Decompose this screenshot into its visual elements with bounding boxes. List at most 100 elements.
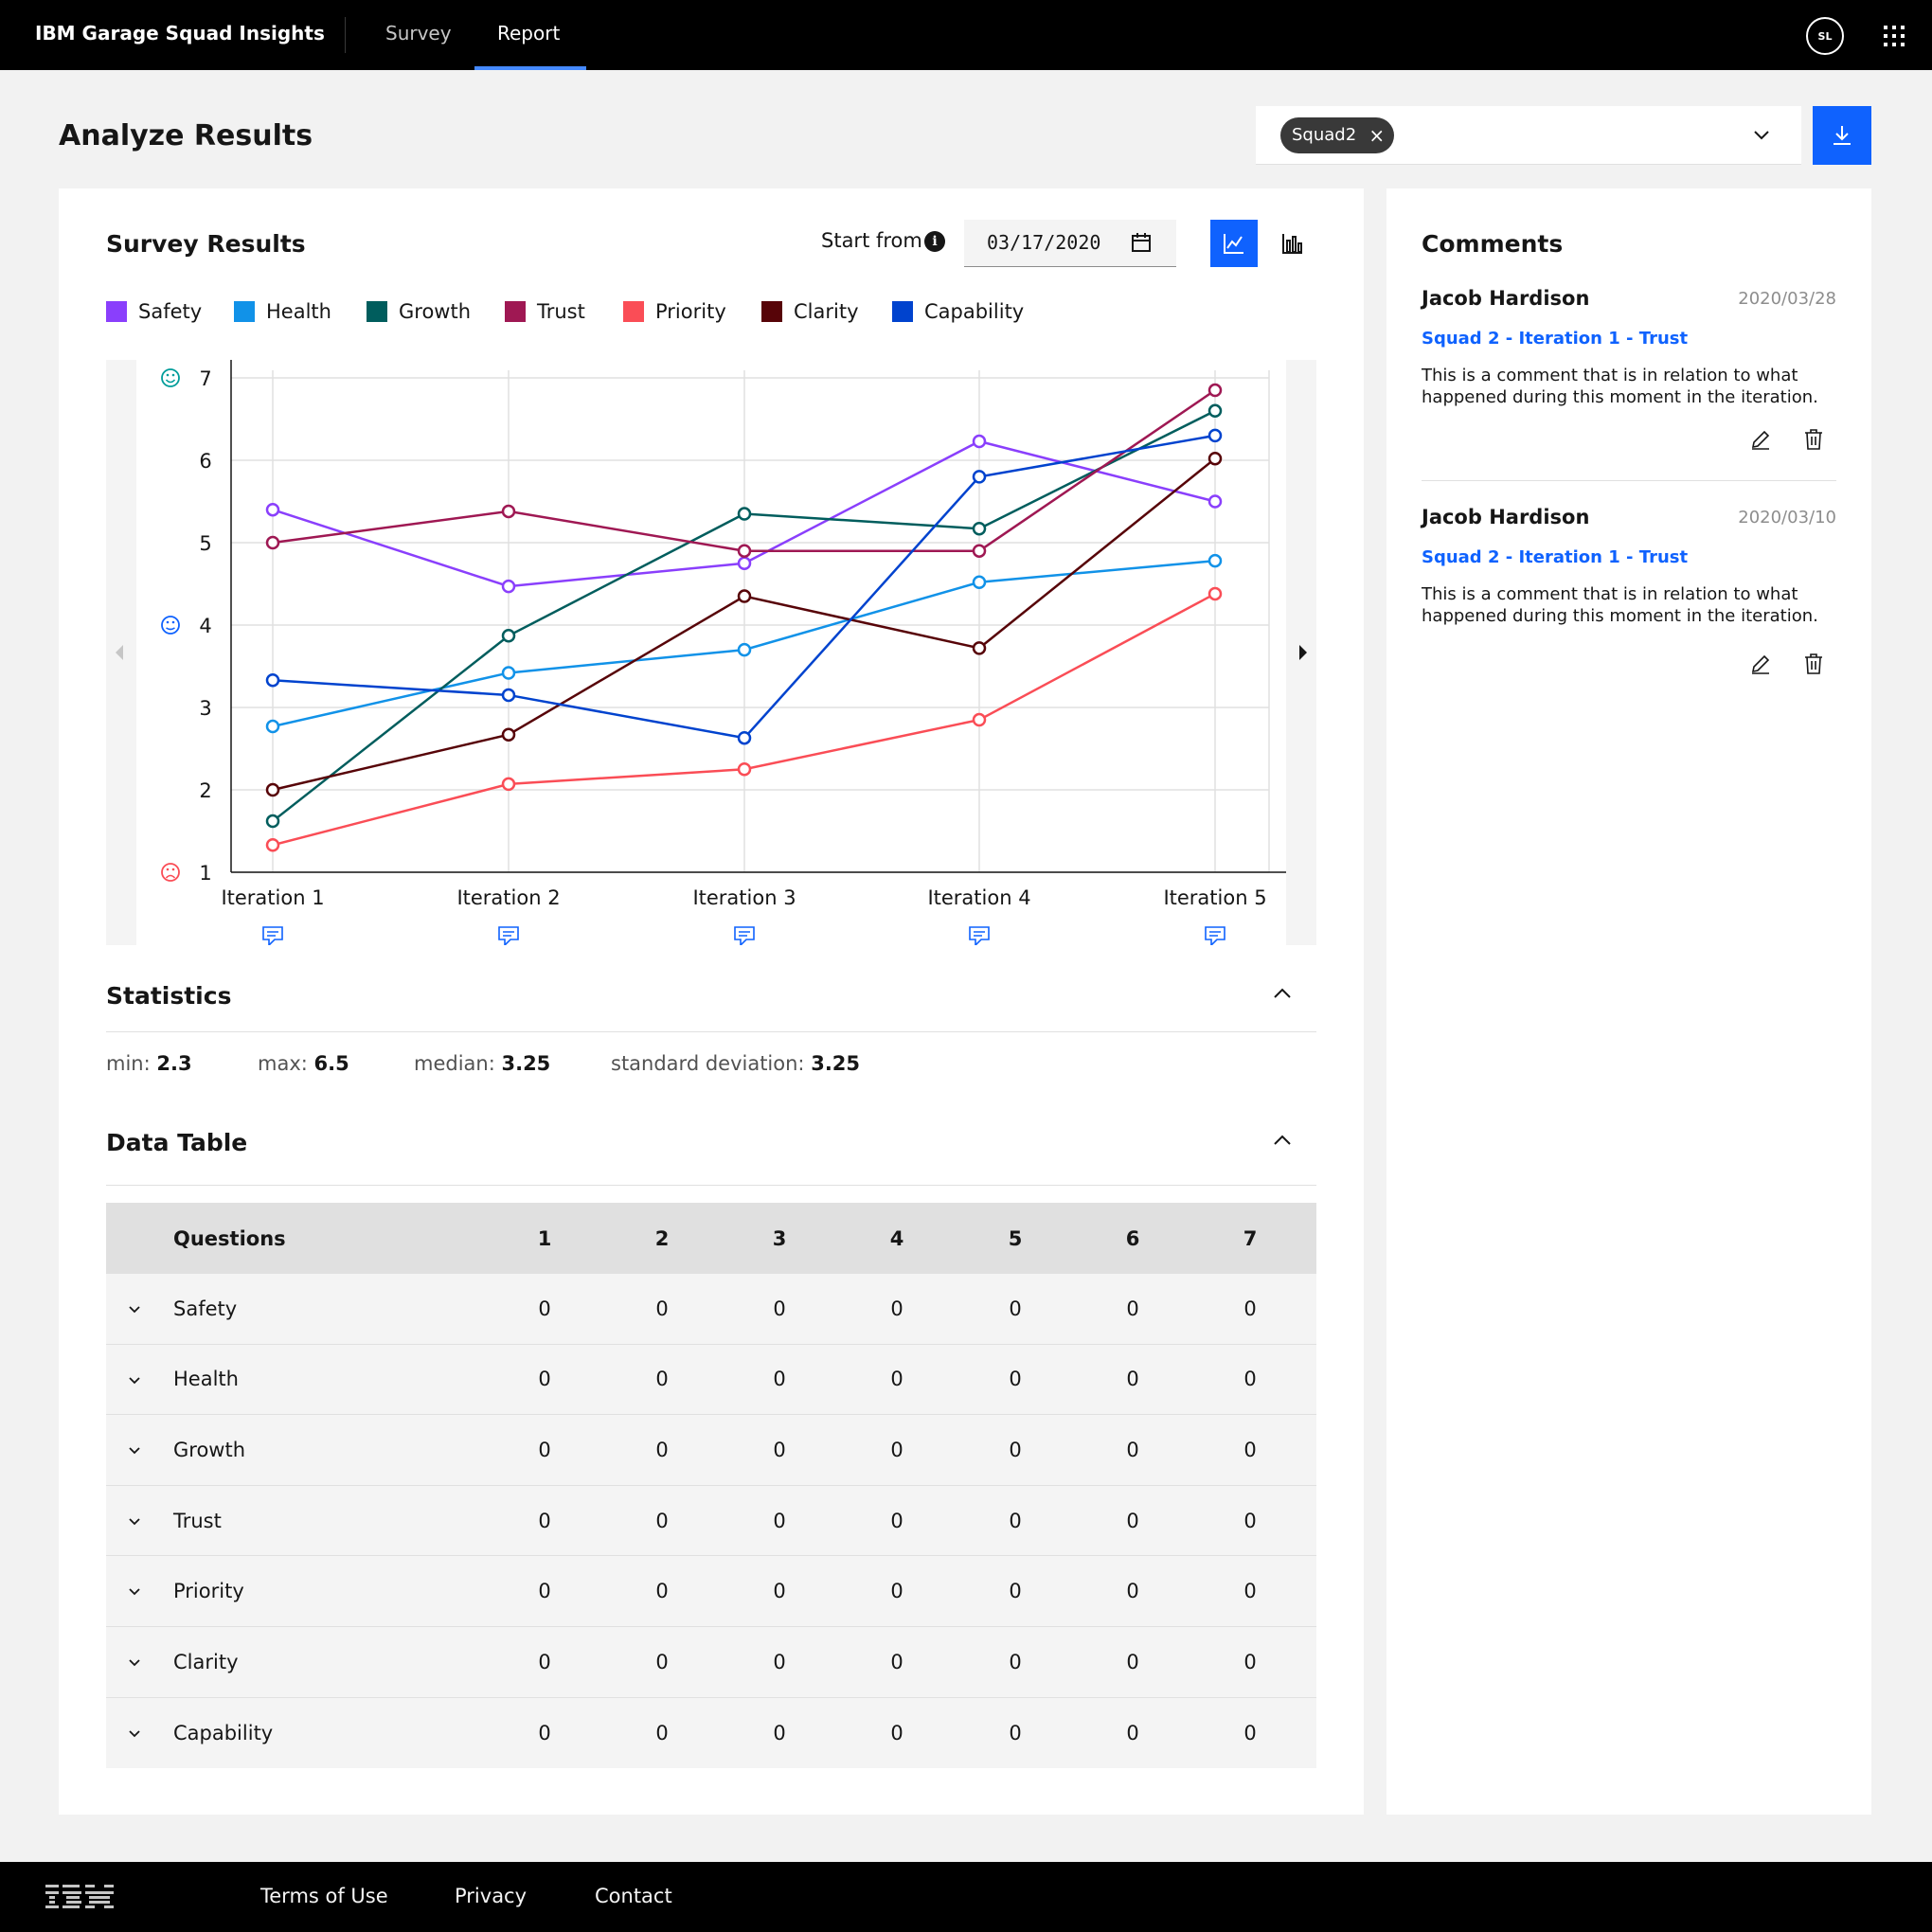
chevron-down-icon[interactable] — [125, 1724, 144, 1743]
column-header-7[interactable]: 7 — [1243, 1226, 1258, 1250]
data-point-priority[interactable] — [265, 838, 280, 852]
bar-chart-view-button[interactable] — [1269, 220, 1316, 267]
edit-icon[interactable] — [1749, 653, 1772, 675]
comment-icon[interactable] — [498, 926, 519, 945]
column-header-questions[interactable]: Questions — [173, 1226, 286, 1250]
trash-icon[interactable] — [1802, 428, 1825, 451]
chevron-down-icon[interactable] — [125, 1370, 144, 1389]
data-point-capability[interactable] — [737, 730, 752, 745]
data-point-trust[interactable] — [501, 504, 516, 519]
table-row[interactable]: Capability 0 0 0 0 0 0 0 — [106, 1697, 1316, 1769]
trash-icon[interactable] — [1802, 653, 1825, 675]
table-row[interactable]: Health 0 0 0 0 0 0 0 — [106, 1344, 1316, 1416]
chart-scroll-left[interactable] — [106, 360, 136, 945]
info-icon[interactable]: i — [924, 231, 945, 252]
footer-link-terms[interactable]: Terms of Use — [260, 1885, 388, 1907]
chevron-down-icon[interactable] — [125, 1582, 144, 1601]
user-avatar[interactable]: SL — [1806, 17, 1844, 55]
footer-link-contact[interactable]: Contact — [595, 1885, 672, 1907]
data-point-capability[interactable] — [972, 470, 987, 484]
filter-tag[interactable]: Squad2 × — [1280, 117, 1395, 153]
chevron-down-icon[interactable] — [125, 1440, 144, 1459]
chart-scroll-right[interactable] — [1286, 360, 1316, 945]
table-row[interactable]: Clarity 0 0 0 0 0 0 0 — [106, 1626, 1316, 1698]
data-point-priority[interactable] — [1208, 586, 1223, 601]
chevron-down-icon[interactable] — [125, 1299, 144, 1318]
legend-item-growth[interactable]: Growth — [367, 300, 471, 323]
comment-icon[interactable] — [262, 926, 283, 945]
data-point-capability[interactable] — [265, 673, 280, 688]
column-header-1[interactable]: 1 — [537, 1226, 552, 1250]
data-point-safety[interactable] — [972, 434, 987, 449]
comment-icon[interactable] — [734, 926, 755, 945]
legend-item-safety[interactable]: Safety — [106, 300, 202, 323]
comment-icon[interactable] — [969, 926, 990, 945]
data-point-trust[interactable] — [1208, 383, 1223, 398]
legend-item-capability[interactable]: Capability — [892, 300, 1024, 323]
ibm-logo-icon[interactable] — [45, 1883, 117, 1913]
app-brand[interactable]: IBM Garage Squad Insights — [35, 22, 325, 45]
nav-report[interactable]: Report — [497, 22, 561, 45]
close-icon[interactable]: × — [1368, 124, 1386, 147]
column-header-5[interactable]: 5 — [1008, 1226, 1023, 1250]
data-point-growth[interactable] — [1208, 403, 1223, 419]
data-point-safety[interactable] — [265, 502, 280, 517]
table-row[interactable]: Growth 0 0 0 0 0 0 0 — [106, 1415, 1316, 1486]
data-point-capability[interactable] — [1208, 428, 1223, 443]
data-point-safety[interactable] — [1208, 494, 1223, 509]
table-cell: 0 — [655, 1721, 669, 1744]
table-row[interactable]: Priority 0 0 0 0 0 0 0 — [106, 1556, 1316, 1627]
data-point-growth[interactable] — [501, 629, 516, 643]
squad-multiselect[interactable]: Squad2 × — [1256, 106, 1801, 165]
data-point-health[interactable] — [1208, 553, 1223, 568]
download-button[interactable] — [1813, 106, 1871, 165]
data-point-clarity[interactable] — [737, 589, 752, 603]
data-point-clarity[interactable] — [265, 782, 280, 797]
chevron-down-icon[interactable] — [125, 1653, 144, 1672]
data-point-trust[interactable] — [737, 544, 752, 558]
calendar-icon[interactable] — [1131, 232, 1152, 253]
data-point-health[interactable] — [737, 642, 752, 657]
data-point-clarity[interactable] — [1208, 452, 1223, 466]
data-point-priority[interactable] — [972, 712, 987, 727]
legend-item-health[interactable]: Health — [234, 300, 331, 323]
column-header-2[interactable]: 2 — [654, 1226, 670, 1250]
line-chart-view-button[interactable] — [1210, 220, 1258, 267]
comment-icon[interactable] — [1205, 926, 1225, 945]
data-point-safety[interactable] — [737, 556, 752, 570]
column-header-3[interactable]: 3 — [772, 1226, 787, 1250]
comment-link[interactable]: Squad 2 - Iteration 1 - Trust — [1422, 547, 1689, 567]
data-point-health[interactable] — [972, 575, 987, 590]
comment-link[interactable]: Squad 2 - Iteration 1 - Trust — [1422, 329, 1689, 349]
chevron-down-icon[interactable] — [1752, 125, 1771, 144]
footer-link-privacy[interactable]: Privacy — [455, 1885, 528, 1907]
legend-item-trust[interactable]: Trust — [505, 300, 585, 323]
chevron-down-icon[interactable] — [125, 1512, 144, 1530]
data-point-trust[interactable] — [972, 544, 987, 558]
start-date-input[interactable]: 03/17/2020 — [964, 220, 1176, 267]
nav-survey[interactable]: Survey — [385, 22, 452, 45]
data-point-capability[interactable] — [501, 688, 516, 703]
data-point-priority[interactable] — [737, 762, 752, 777]
neutral-face-icon — [161, 616, 180, 635]
data-point-trust[interactable] — [265, 535, 280, 550]
data-point-clarity[interactable] — [972, 641, 987, 655]
data-point-growth[interactable] — [265, 814, 280, 829]
table-row[interactable]: Safety 0 0 0 0 0 0 0 — [106, 1274, 1316, 1345]
data-point-clarity[interactable] — [501, 727, 516, 742]
column-header-6[interactable]: 6 — [1125, 1226, 1140, 1250]
chevron-up-icon[interactable] — [1271, 1129, 1294, 1152]
data-point-safety[interactable] — [501, 579, 516, 594]
legend-item-priority[interactable]: Priority — [623, 300, 726, 323]
app-switcher-icon[interactable] — [1883, 25, 1905, 47]
table-row[interactable]: Trust 0 0 0 0 0 0 0 — [106, 1485, 1316, 1557]
column-header-4[interactable]: 4 — [889, 1226, 904, 1250]
data-point-health[interactable] — [501, 666, 516, 680]
data-point-priority[interactable] — [501, 777, 516, 792]
data-point-growth[interactable] — [737, 507, 752, 521]
data-point-health[interactable] — [265, 719, 280, 734]
chevron-up-icon[interactable] — [1271, 982, 1294, 1005]
data-point-growth[interactable] — [972, 521, 987, 536]
legend-item-clarity[interactable]: Clarity — [761, 300, 859, 323]
edit-icon[interactable] — [1749, 428, 1772, 451]
